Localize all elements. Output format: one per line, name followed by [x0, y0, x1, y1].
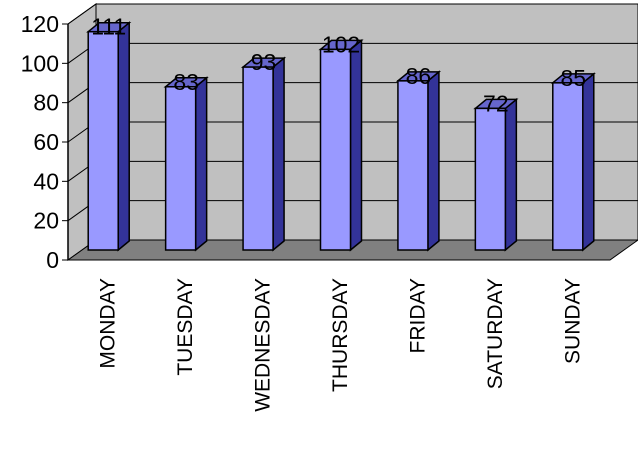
- data-label: 93: [251, 49, 277, 75]
- bar-side: [582, 72, 595, 252]
- bar-side: [349, 38, 363, 252]
- category-label: TUESDAY: [174, 278, 197, 376]
- category-label: FRIDAY: [406, 278, 429, 353]
- bar: [163, 76, 209, 252]
- category-labels-layer: MONDAY TUESDAY WEDNESDAY THURSDAY FRIDAY SATU…: [97, 278, 585, 412]
- y-tick-label: 40: [33, 168, 59, 194]
- bar: [86, 21, 132, 252]
- data-label: 72: [483, 90, 509, 116]
- category-label: THURSDAY: [329, 278, 352, 392]
- data-label: 102: [322, 31, 360, 57]
- data-label: 86: [406, 63, 432, 89]
- bar-side: [504, 97, 518, 252]
- y-tick-label: 60: [33, 129, 59, 155]
- y-tick-label: 0: [46, 247, 59, 273]
- y-tick-label: 100: [21, 50, 59, 76]
- data-label: 111: [91, 14, 126, 40]
- bar-side: [272, 56, 285, 252]
- bar-front: [242, 66, 274, 251]
- bar-front: [552, 82, 584, 251]
- data-label: 83: [173, 69, 199, 95]
- bar: [550, 72, 596, 252]
- bar-side: [427, 70, 440, 252]
- y-tick-label: 20: [33, 208, 59, 234]
- data-labels-layer: 111 83 93 102 86 72 85: [91, 14, 586, 117]
- bar: [240, 56, 287, 252]
- bar: [473, 97, 519, 252]
- bar: [395, 70, 442, 252]
- category-label: SUNDAY: [561, 278, 584, 364]
- bar-front: [474, 107, 507, 251]
- category-label: MONDAY: [97, 278, 120, 369]
- value-axis-layer: 0 20 40 60 80 100 120: [21, 11, 610, 273]
- bar-front: [164, 86, 197, 251]
- category-label: WEDNESDAY: [252, 278, 275, 412]
- bar-front: [397, 80, 429, 251]
- y-tick-label: 120: [21, 11, 59, 37]
- gridline: [67, 3, 638, 25]
- bar-front: [87, 30, 119, 251]
- category-label: SATURDAY: [484, 278, 507, 389]
- bars-layer: [86, 21, 596, 252]
- data-label: 85: [560, 65, 586, 91]
- bar-front: [319, 48, 352, 251]
- bar-side: [117, 21, 130, 252]
- bar-side: [194, 76, 208, 252]
- y-tick-label: 80: [33, 90, 59, 116]
- bar: [318, 38, 364, 252]
